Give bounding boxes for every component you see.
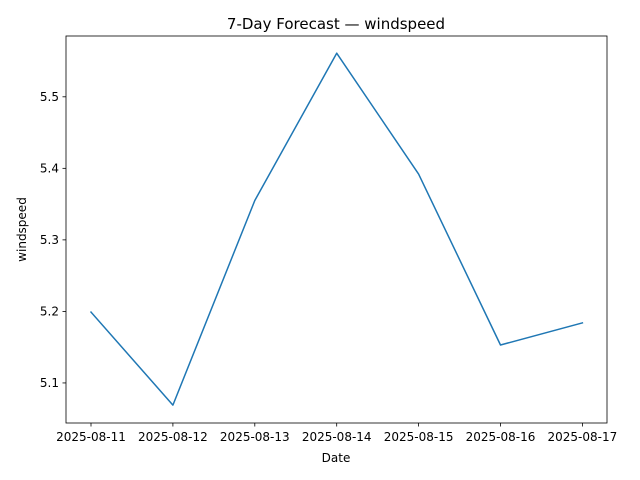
y-tick-label: 5.5 [40,90,59,104]
chart-title: 7-Day Forecast — windspeed [227,15,445,33]
x-tick-label: 2025-08-11 [56,430,126,444]
series-line [89,52,584,406]
x-tick-label: 2025-08-15 [384,430,454,444]
x-tick-label: 2025-08-14 [302,430,372,444]
y-tick-label: 5.2 [40,304,59,318]
y-tick-label: 5.4 [40,161,59,175]
y-axis: 5.1 5.2 5.3 5.4 5.5 [40,90,66,390]
x-tick-label: 2025-08-16 [466,430,536,444]
x-tick-label: 2025-08-13 [220,430,290,444]
y-tick-label: 5.1 [40,376,59,390]
x-tick-label: 2025-08-17 [548,430,618,444]
x-axis-label: Date [322,451,351,465]
x-tick-label: 2025-08-12 [138,430,208,444]
y-tick-label: 5.3 [40,233,59,247]
x-axis: 2025-08-11 2025-08-12 2025-08-13 2025-08-14… [56,423,617,444]
plot-frame [65,35,608,424]
y-axis-label: windspeed [15,197,29,262]
